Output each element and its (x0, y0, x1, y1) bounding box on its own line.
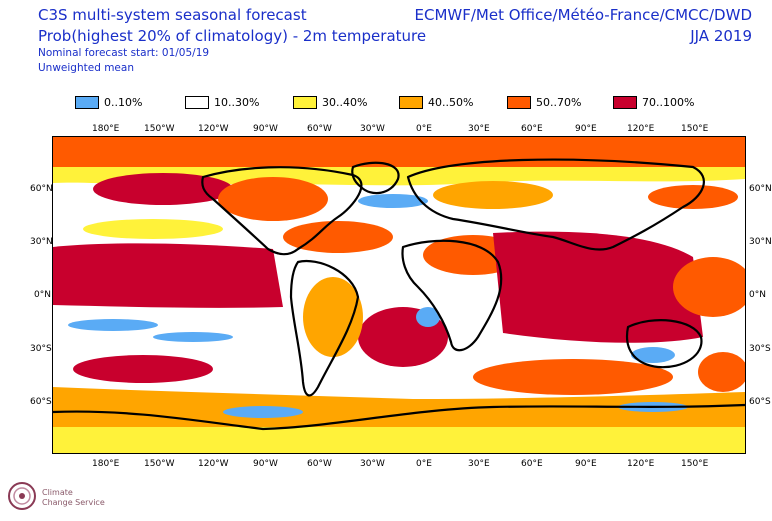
north-pacific-yellow (83, 219, 223, 239)
australia-coast (625, 319, 703, 369)
legend-swatch (613, 96, 637, 109)
antarctica-coast (53, 403, 745, 431)
north-atlantic-blue (358, 194, 428, 208)
probability-map-svg (53, 137, 745, 453)
lat-label-right: 0°N (749, 290, 766, 300)
lon-label-top: 90°E (575, 124, 597, 134)
lat-label-left: 30°N (30, 237, 53, 247)
season-title: JJA 2019 (690, 27, 752, 45)
eurasia-coast (406, 158, 705, 251)
lon-label-top: 120°E (627, 124, 655, 134)
lon-label-top: 60°W (307, 124, 332, 134)
south-america-coast (289, 259, 360, 397)
coastlines (53, 158, 745, 431)
south-pacific-blue-2 (153, 332, 233, 342)
south-america-orange (303, 277, 363, 357)
greenland-coast (351, 161, 400, 195)
legend-label: 30..40% (322, 96, 368, 109)
southern-ocean-blue (223, 406, 303, 418)
lat-label-right: 30°S (749, 344, 771, 354)
legend-swatch (399, 96, 423, 109)
lon-label-bottom: 120°E (627, 459, 655, 469)
lon-label-bottom: 90°E (575, 459, 597, 469)
lon-label-top: 30°E (468, 124, 490, 134)
legend-swatch (293, 96, 317, 109)
lat-label-left: 0°N (34, 290, 51, 300)
forecast-start-text: Nominal forecast start: 01/05/19 (38, 47, 210, 59)
title-line-2: Prob(highest 20% of climatology) - 2m te… (38, 27, 427, 45)
lon-label-top: 60°E (521, 124, 543, 134)
west-pacific-orange (673, 257, 745, 317)
lon-label-bottom: 60°E (521, 459, 543, 469)
antarctica-yellow (53, 427, 745, 453)
tasman-orange (698, 352, 745, 392)
lon-label-top: 150°E (681, 124, 709, 134)
lat-label-right: 60°S (749, 397, 771, 407)
lon-label-top: 180°E (92, 124, 120, 134)
lon-label-top: 0°E (416, 124, 432, 134)
legend-label: 70..100% (642, 96, 695, 109)
lon-label-bottom: 0°E (416, 459, 432, 469)
tropical-red-band (53, 243, 283, 308)
lat-label-right: 30°N (749, 237, 772, 247)
lat-label-left: 60°S (30, 397, 52, 407)
lon-label-bottom: 30°W (360, 459, 385, 469)
legend-swatch (75, 96, 99, 109)
east-russia-orange (648, 185, 738, 209)
lon-label-bottom: 120°W (198, 459, 229, 469)
title-line-1: C3S multi-system seasonal forecast (38, 6, 307, 24)
logo-line-2: Change Service (42, 498, 105, 507)
south-indian-orange (473, 359, 673, 395)
unweighted-mean-text: Unweighted mean (38, 62, 134, 74)
legend-swatch (507, 96, 531, 109)
lon-label-top: 120°W (198, 124, 229, 134)
lon-label-top: 150°W (144, 124, 175, 134)
south-pacific-blue (68, 319, 158, 331)
southern-ocean-orange (53, 387, 745, 427)
canada-orange (218, 177, 328, 221)
lon-label-bottom: 180°E (92, 459, 120, 469)
africa-coast (401, 239, 503, 352)
lat-label-left: 60°N (30, 184, 53, 194)
north-america-coast (201, 166, 363, 256)
forecast-map (52, 136, 746, 454)
lat-label-left: 30°S (30, 344, 52, 354)
atlantic-blue (416, 307, 440, 327)
north-pacific-red (93, 173, 233, 205)
centres-title: ECMWF/Met Office/Météo-France/CMCC/DWD (414, 6, 753, 24)
legend-label: 50..70% (536, 96, 582, 109)
legend-swatch (185, 96, 209, 109)
lon-label-bottom: 150°E (681, 459, 709, 469)
legend-label: 40..50% (428, 96, 474, 109)
lon-label-top: 90°W (253, 124, 278, 134)
lon-label-bottom: 30°E (468, 459, 490, 469)
indian-ocean-red (493, 231, 703, 343)
caribbean-orange (283, 221, 393, 253)
copernicus-climate-logo: Climate Change Service (6, 478, 116, 518)
australia-blue (631, 347, 675, 363)
lat-label-right: 60°N (749, 184, 772, 194)
lon-label-bottom: 150°W (144, 459, 175, 469)
logo-line-1: Climate (42, 488, 73, 497)
west-europe-orange (433, 181, 553, 209)
logo-ring-icon (8, 482, 36, 510)
lon-label-bottom: 90°W (253, 459, 278, 469)
legend-label: 10..30% (214, 96, 260, 109)
south-pacific-red (73, 355, 213, 383)
lon-label-top: 30°W (360, 124, 385, 134)
lon-label-bottom: 60°W (307, 459, 332, 469)
legend-label: 0..10% (104, 96, 143, 109)
